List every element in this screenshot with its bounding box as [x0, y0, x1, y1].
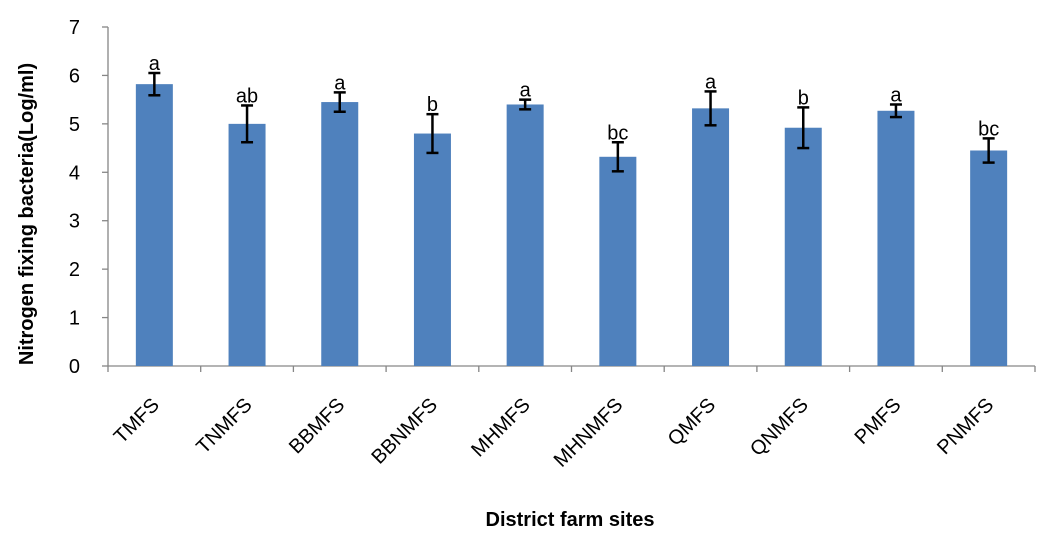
x-tick-label: QMFS	[664, 394, 720, 450]
significance-label: a	[890, 84, 902, 106]
y-tick-label: 7	[69, 17, 80, 39]
significance-label: ab	[236, 85, 258, 107]
significance-label: a	[520, 80, 532, 102]
y-axis-label: Nitrogen fixing bacteria(Log/ml)	[16, 63, 38, 365]
y-tick-label: 5	[69, 114, 80, 136]
bar	[877, 110, 915, 366]
x-tick-label: BBMFS	[285, 394, 349, 458]
y-tick-label: 0	[69, 356, 80, 378]
significance-label: a	[705, 71, 717, 93]
bar	[506, 104, 544, 366]
bar	[413, 133, 451, 366]
y-tick-label: 6	[69, 65, 80, 87]
significance-label: b	[427, 94, 438, 116]
bar	[784, 127, 822, 366]
bar	[970, 150, 1008, 366]
x-tick-label: MHNMFS	[550, 394, 628, 472]
significance-label: a	[149, 53, 161, 75]
x-tick-label: PNMFS	[933, 394, 998, 459]
significance-label: a	[334, 72, 346, 94]
y-tick-label: 2	[69, 259, 80, 281]
x-tick-label: PMFS	[851, 394, 906, 449]
significance-label: bc	[607, 122, 628, 144]
x-tick-label: BBNMFS	[367, 394, 441, 468]
x-tick-labels: TMFS TNMFS BBMFS BBNMFS MHMFS MHNMFS QMFS QNMFS…	[110, 394, 998, 472]
bar	[321, 102, 359, 367]
x-tick-label: MHMFS	[467, 394, 534, 461]
y-tick-label: 1	[69, 308, 80, 330]
bar	[135, 84, 173, 366]
error-bars	[148, 71, 995, 173]
y-tick-label: 3	[69, 211, 80, 233]
bars	[135, 84, 1008, 367]
y-tick-labels: 0 1 2 3 4 5 6 7	[69, 17, 80, 378]
bar	[228, 123, 266, 366]
x-axis-label: District farm sites	[486, 509, 655, 531]
x-tick-label: TNMFS	[192, 394, 256, 458]
bar	[692, 108, 730, 367]
x-tick-label: TMFS	[110, 394, 164, 448]
y-tick-label: 4	[69, 162, 80, 184]
bar	[599, 156, 637, 366]
significance-label: b	[798, 87, 809, 109]
significance-label: bc	[978, 118, 999, 140]
x-tick-label: QNMFS	[746, 394, 813, 461]
